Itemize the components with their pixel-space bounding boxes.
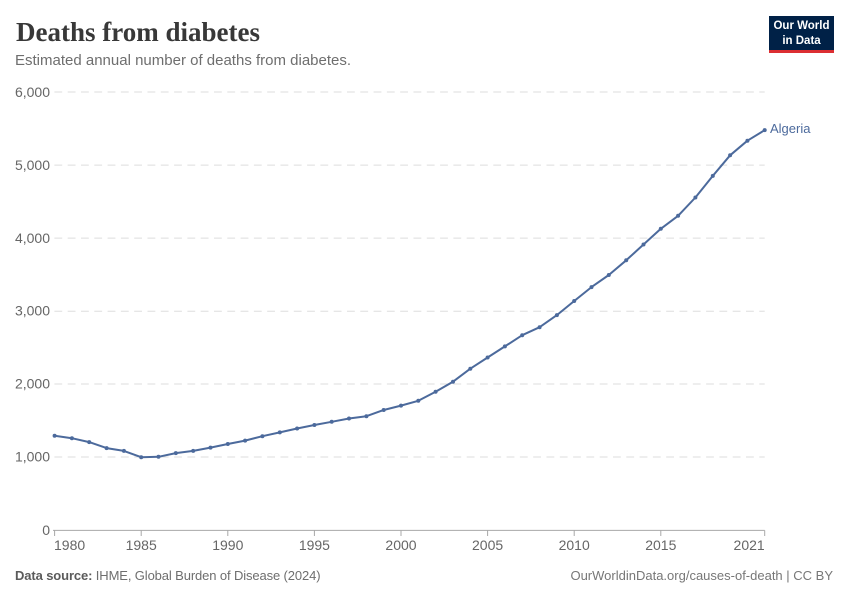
svg-text:5,000: 5,000	[15, 157, 50, 173]
svg-text:2,000: 2,000	[15, 376, 50, 392]
svg-text:Algeria: Algeria	[770, 121, 811, 136]
svg-text:2000: 2000	[385, 537, 416, 553]
svg-text:4,000: 4,000	[15, 230, 50, 246]
svg-text:1990: 1990	[212, 537, 243, 553]
svg-text:1995: 1995	[299, 537, 330, 553]
svg-text:1980: 1980	[54, 537, 85, 553]
svg-text:2010: 2010	[559, 537, 590, 553]
svg-text:2015: 2015	[645, 537, 676, 553]
svg-text:1985: 1985	[126, 537, 157, 553]
svg-text:6,000: 6,000	[15, 84, 50, 100]
svg-text:2005: 2005	[472, 537, 503, 553]
svg-text:3,000: 3,000	[15, 303, 50, 319]
svg-text:1,000: 1,000	[15, 448, 50, 464]
svg-text:0: 0	[42, 522, 50, 538]
svg-text:2021: 2021	[734, 537, 765, 553]
